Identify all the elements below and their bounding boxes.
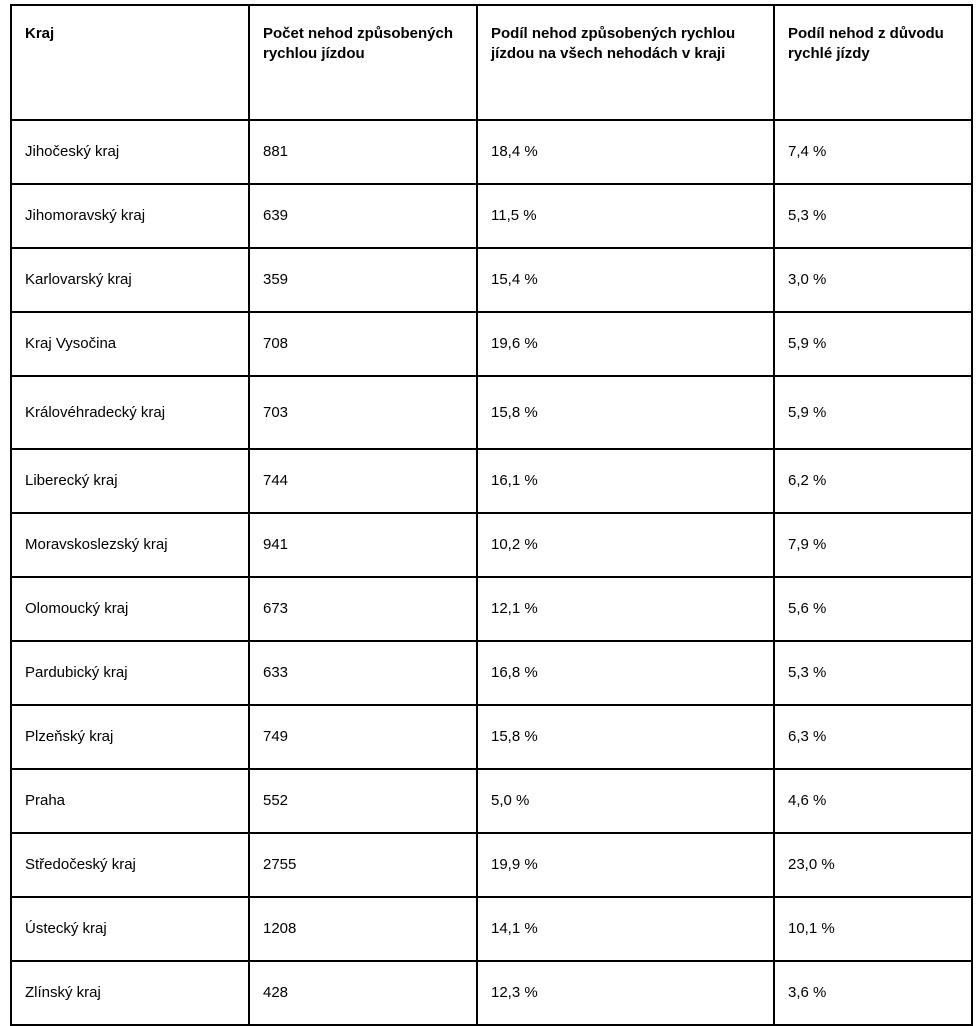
table-row: Jihomoravský kraj 639 11,5 % 5,3 % — [10, 183, 973, 249]
table-row: Kraj Vysočina 708 19,6 % 5,9 % — [10, 311, 973, 377]
cell-kraj: Jihočeský kraj — [10, 119, 250, 185]
cell-pocet-nehod: 673 — [248, 576, 478, 642]
table-header: Kraj Počet nehod způsobených rychlou jíz… — [10, 4, 973, 121]
cell-pocet-nehod: 708 — [248, 311, 478, 377]
table-row: Plzeňský kraj 749 15,8 % 6,3 % — [10, 704, 973, 770]
cell-pocet-nehod: 633 — [248, 640, 478, 706]
cell-podil-nehod-v-kraji: 19,6 % — [476, 311, 775, 377]
cell-pocet-nehod: 2755 — [248, 832, 478, 898]
cell-podil-nehod-rychla-jizda: 5,9 % — [773, 311, 973, 377]
cell-podil-nehod-rychla-jizda: 3,0 % — [773, 247, 973, 313]
cell-pocet-nehod: 1208 — [248, 896, 478, 962]
table-row: Olomoucký kraj 673 12,1 % 5,6 % — [10, 576, 973, 642]
column-header-podil-nehod-rychla-jizda: Podíl nehod z důvodu rychlé jízdy — [773, 4, 973, 121]
cell-podil-nehod-rychla-jizda: 4,6 % — [773, 768, 973, 834]
cell-pocet-nehod: 941 — [248, 512, 478, 578]
table-row: Středočeský kraj 2755 19,9 % 23,0 % — [10, 832, 973, 898]
accidents-by-region-table: Kraj Počet nehod způsobených rychlou jíz… — [10, 4, 973, 1026]
cell-podil-nehod-rychla-jizda: 5,6 % — [773, 576, 973, 642]
cell-kraj: Pardubický kraj — [10, 640, 250, 706]
cell-podil-nehod-rychla-jizda: 5,9 % — [773, 375, 973, 450]
table-row: Královéhradecký kraj 703 15,8 % 5,9 % — [10, 375, 973, 450]
cell-podil-nehod-rychla-jizda: 5,3 % — [773, 183, 973, 249]
cell-kraj: Plzeňský kraj — [10, 704, 250, 770]
cell-pocet-nehod: 639 — [248, 183, 478, 249]
cell-kraj: Moravskoslezský kraj — [10, 512, 250, 578]
table-row: Jihočeský kraj 881 18,4 % 7,4 % — [10, 119, 973, 185]
cell-pocet-nehod: 359 — [248, 247, 478, 313]
cell-podil-nehod-v-kraji: 12,3 % — [476, 960, 775, 1026]
cell-podil-nehod-rychla-jizda: 23,0 % — [773, 832, 973, 898]
cell-podil-nehod-v-kraji: 18,4 % — [476, 119, 775, 185]
cell-pocet-nehod: 703 — [248, 375, 478, 450]
cell-podil-nehod-rychla-jizda: 5,3 % — [773, 640, 973, 706]
table-row: Ústecký kraj 1208 14,1 % 10,1 % — [10, 896, 973, 962]
cell-podil-nehod-v-kraji: 16,1 % — [476, 448, 775, 514]
cell-podil-nehod-v-kraji: 15,8 % — [476, 375, 775, 450]
cell-podil-nehod-v-kraji: 5,0 % — [476, 768, 775, 834]
cell-podil-nehod-rychla-jizda: 7,9 % — [773, 512, 973, 578]
cell-podil-nehod-v-kraji: 15,8 % — [476, 704, 775, 770]
cell-kraj: Královéhradecký kraj — [10, 375, 250, 450]
table-body: Jihočeský kraj 881 18,4 % 7,4 % Jihomora… — [10, 119, 973, 1026]
cell-kraj: Karlovarský kraj — [10, 247, 250, 313]
cell-podil-nehod-rychla-jizda: 6,2 % — [773, 448, 973, 514]
cell-kraj: Jihomoravský kraj — [10, 183, 250, 249]
cell-kraj: Kraj Vysočina — [10, 311, 250, 377]
cell-kraj: Ústecký kraj — [10, 896, 250, 962]
cell-kraj: Středočeský kraj — [10, 832, 250, 898]
table-row: Zlínský kraj 428 12,3 % 3,6 % — [10, 960, 973, 1026]
cell-kraj: Olomoucký kraj — [10, 576, 250, 642]
cell-kraj: Zlínský kraj — [10, 960, 250, 1026]
column-header-pocet-nehod: Počet nehod způsobených rychlou jízdou — [248, 4, 478, 121]
table-row: Moravskoslezský kraj 941 10,2 % 7,9 % — [10, 512, 973, 578]
cell-podil-nehod-v-kraji: 16,8 % — [476, 640, 775, 706]
cell-kraj: Praha — [10, 768, 250, 834]
cell-podil-nehod-rychla-jizda: 3,6 % — [773, 960, 973, 1026]
cell-pocet-nehod: 881 — [248, 119, 478, 185]
cell-pocet-nehod: 749 — [248, 704, 478, 770]
column-header-podil-nehod-v-kraji: Podíl nehod způsobených rychlou jízdou n… — [476, 4, 775, 121]
cell-podil-nehod-v-kraji: 14,1 % — [476, 896, 775, 962]
header-row: Kraj Počet nehod způsobených rychlou jíz… — [10, 4, 973, 121]
table-row: Liberecký kraj 744 16,1 % 6,2 % — [10, 448, 973, 514]
cell-podil-nehod-rychla-jizda: 6,3 % — [773, 704, 973, 770]
cell-podil-nehod-v-kraji: 11,5 % — [476, 183, 775, 249]
cell-pocet-nehod: 744 — [248, 448, 478, 514]
table-row: Praha 552 5,0 % 4,6 % — [10, 768, 973, 834]
column-header-kraj: Kraj — [10, 4, 250, 121]
cell-podil-nehod-v-kraji: 15,4 % — [476, 247, 775, 313]
cell-podil-nehod-v-kraji: 19,9 % — [476, 832, 775, 898]
table-row: Pardubický kraj 633 16,8 % 5,3 % — [10, 640, 973, 706]
cell-podil-nehod-rychla-jizda: 7,4 % — [773, 119, 973, 185]
cell-kraj: Liberecký kraj — [10, 448, 250, 514]
cell-pocet-nehod: 428 — [248, 960, 478, 1026]
cell-pocet-nehod: 552 — [248, 768, 478, 834]
cell-podil-nehod-v-kraji: 10,2 % — [476, 512, 775, 578]
cell-podil-nehod-v-kraji: 12,1 % — [476, 576, 775, 642]
cell-podil-nehod-rychla-jizda: 10,1 % — [773, 896, 973, 962]
table-row: Karlovarský kraj 359 15,4 % 3,0 % — [10, 247, 973, 313]
